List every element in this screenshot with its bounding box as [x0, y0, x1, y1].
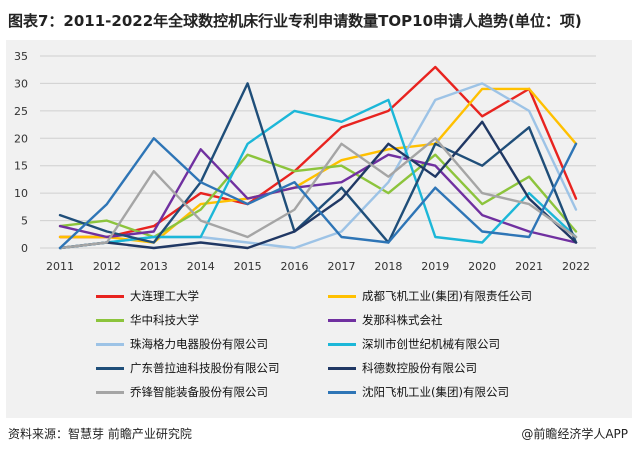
source-note: 资料来源：智慧芽 前瞻产业研究院: [8, 427, 192, 441]
x-tick-label: 2019: [421, 260, 449, 273]
legend-label: 华中科技大学: [130, 313, 199, 327]
legend-swatch: [328, 342, 356, 346]
y-tick-label: 25: [14, 105, 28, 118]
y-tick-label: 5: [21, 215, 28, 228]
y-tick-label: 35: [14, 50, 28, 63]
chart-legend: 大连理工大学 成都飞机工业(集团)有限责任公司华中科技大学 发那科株式会社珠海格力电…: [96, 284, 596, 404]
legend-item: 深圳市创世纪机械有限公司: [328, 332, 596, 356]
legend-item: 科德数控股份有限公司: [328, 356, 596, 380]
legend-label: 珠海格力电器股份有限公司: [130, 337, 268, 351]
series-line: [58, 148, 578, 244]
chart-panel: 0 5 10 15 20 25 30 35 2011 2012 2013 2014 2015 2016 20…: [6, 40, 632, 418]
legend-item: 成都飞机工业(集团)有限责任公司: [328, 284, 596, 308]
legend-label: 成都飞机工业(集团)有限责任公司: [362, 289, 532, 303]
y-tick-label: 10: [14, 187, 28, 200]
y-tick-label: 20: [14, 132, 28, 145]
x-tick-label: 2012: [93, 260, 121, 273]
legend-swatch: [328, 390, 356, 394]
y-tick-label: 0: [21, 242, 28, 255]
series-line: [58, 153, 578, 239]
legend-label: 乔锋智能装备股份有限公司: [130, 385, 268, 399]
credit-note: @前瞻经济学人APP: [521, 427, 628, 441]
legend-label: 科德数控股份有限公司: [362, 361, 477, 375]
x-tick-label: 2016: [281, 260, 309, 273]
x-tick-label: 2015: [234, 260, 262, 273]
line-chart: 0 5 10 15 20 25 30 35 2011 2012 2013 2014 2015 2016 20…: [14, 50, 596, 273]
x-tick-label: 2022: [562, 260, 590, 273]
legend-item: 发那科株式会社: [328, 308, 596, 332]
legend-swatch: [328, 366, 356, 370]
x-tick-label: 2013: [140, 260, 168, 273]
legend-swatch: [328, 294, 356, 298]
legend-item: 沈阳飞机工业(集团)有限公司: [328, 380, 596, 404]
legend-swatch: [96, 318, 124, 322]
series-line: [58, 137, 578, 250]
legend-item: 珠海格力电器股份有限公司: [96, 332, 328, 356]
y-tick-label: 15: [14, 160, 28, 173]
legend-label: 大连理工大学: [130, 289, 199, 303]
legend-swatch: [328, 318, 356, 322]
x-tick-label: 2014: [187, 260, 215, 273]
series-line: [58, 65, 578, 239]
legend-label: 发那科株式会社: [362, 313, 443, 327]
legend-item: 大连理工大学: [96, 284, 328, 308]
chart-title: 图表7：2011-2022年全球数控机床行业专利申请数量TOP10申请人趋势(单…: [8, 12, 582, 30]
legend-label: 广东普拉迪科技股份有限公司: [130, 361, 280, 375]
legend-swatch: [96, 342, 124, 346]
legend-label: 深圳市创世纪机械有限公司: [362, 337, 500, 351]
series-line: [58, 120, 578, 250]
legend-item: 华中科技大学: [96, 308, 328, 332]
legend-swatch: [96, 390, 124, 394]
x-tick-label: 2020: [468, 260, 496, 273]
x-tick-label: 2011: [46, 260, 74, 273]
x-tick-label: 2021: [515, 260, 543, 273]
legend-label: 沈阳飞机工业(集团)有限公司: [362, 385, 509, 399]
legend-item: 广东普拉迪科技股份有限公司: [96, 356, 328, 380]
y-tick-label: 30: [14, 77, 28, 90]
series-line: [58, 137, 578, 250]
legend-swatch: [96, 294, 124, 298]
legend-item: 乔锋智能装备股份有限公司: [96, 380, 328, 404]
series-line: [58, 98, 578, 250]
x-tick-label: 2017: [327, 260, 355, 273]
x-tick-label: 2018: [374, 260, 402, 273]
legend-swatch: [96, 366, 124, 370]
